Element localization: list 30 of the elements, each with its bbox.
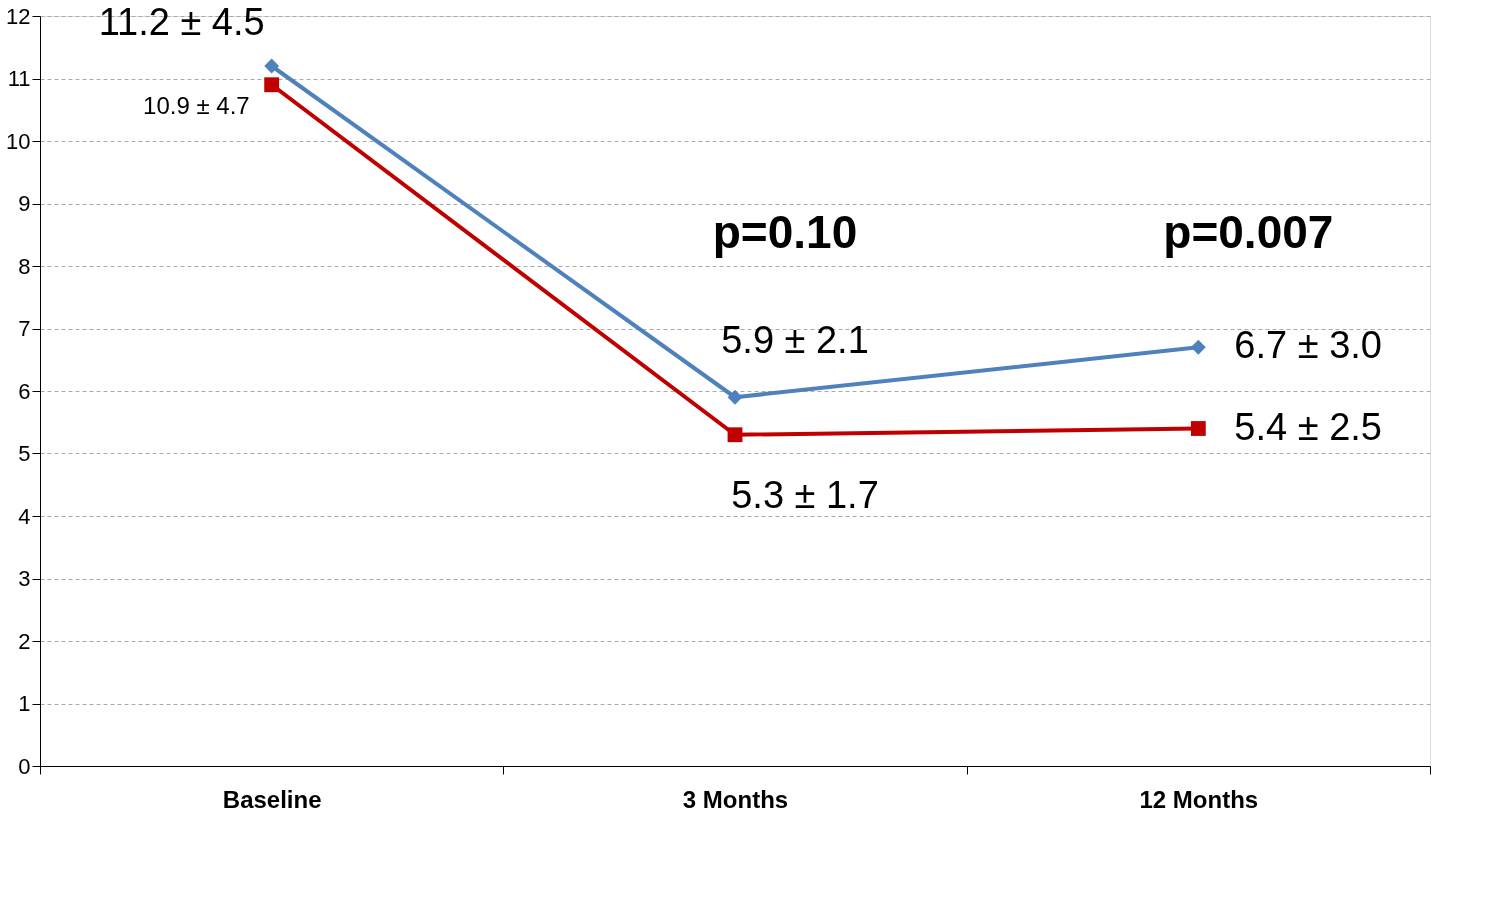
data-label: 11.2 ± 4.5 <box>98 1 265 43</box>
data-label: 6.7 ± 3.0 <box>1234 324 1382 367</box>
y-tick-label: 2 <box>18 628 31 654</box>
y-tick-label: 6 <box>18 378 31 404</box>
point <box>264 77 280 93</box>
y-tick-label: 5 <box>18 441 31 466</box>
point <box>1190 339 1206 355</box>
point <box>1190 421 1206 436</box>
x-tick-label: 3 Months <box>682 785 789 813</box>
y-tick-label: 3 <box>18 566 31 591</box>
y-tick-label: 8 <box>18 253 31 279</box>
y-tick-label: 0 <box>18 753 31 779</box>
data-label: 10.9 ± 4.7 <box>143 91 250 119</box>
y-tick-label: 1 <box>18 691 31 716</box>
x-tick-label: 12 Months <box>1139 785 1259 813</box>
data-label: 5.3 ± 1.7 <box>731 473 879 516</box>
y-tick-label: 4 <box>18 503 31 529</box>
y-tick-label: 7 <box>18 316 31 341</box>
point <box>727 389 743 405</box>
y-tick-label: 10 <box>6 128 31 154</box>
x-tick-label: Baseline <box>222 785 322 813</box>
y-tick-label: 9 <box>18 191 31 216</box>
annotation: p=0.10 <box>712 205 858 258</box>
data-label: 5.4 ± 2.5 <box>1234 405 1382 448</box>
point <box>727 427 743 443</box>
point <box>264 58 280 74</box>
y-tick-label: 12 <box>6 3 31 29</box>
y-tick-label: 11 <box>7 66 31 91</box>
annotation: p=0.007 <box>1163 205 1334 258</box>
data-label: 5.9 ± 2.1 <box>721 319 869 362</box>
